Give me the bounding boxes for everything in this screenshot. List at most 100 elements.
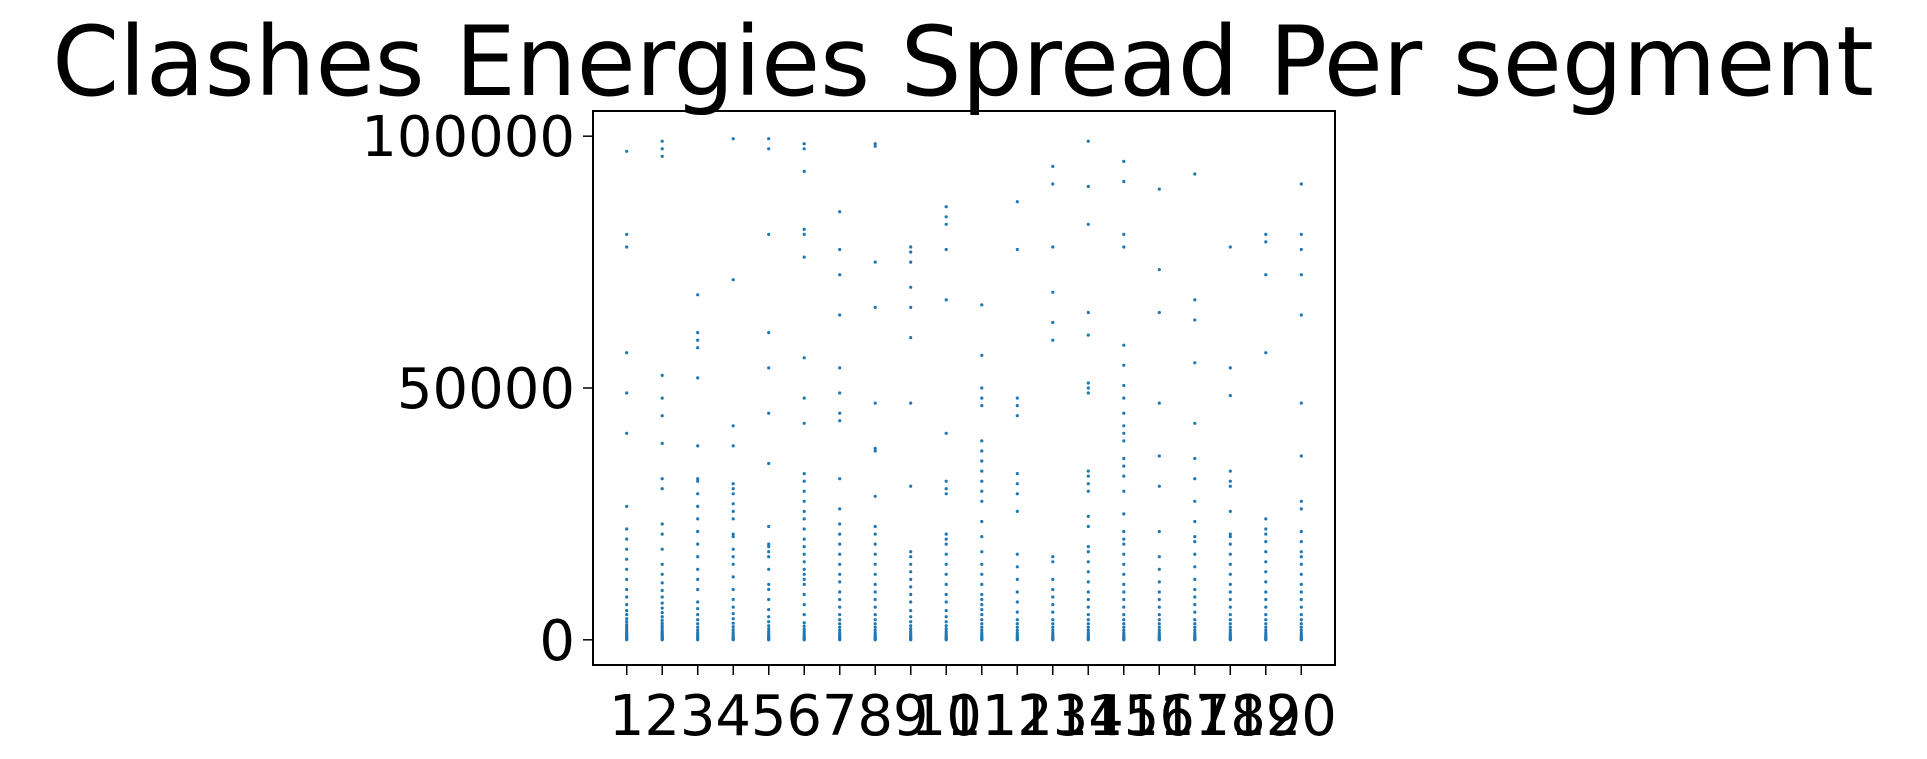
data-point	[1264, 590, 1268, 594]
data-point	[1299, 625, 1303, 629]
data-point	[731, 562, 735, 566]
data-point	[1015, 552, 1019, 556]
data-point	[731, 597, 735, 602]
data-point	[1299, 247, 1303, 252]
data-point	[1015, 622, 1019, 626]
data-point	[660, 611, 664, 615]
data-point	[802, 147, 806, 151]
data-point	[1051, 622, 1055, 626]
data-point	[980, 404, 984, 408]
data-point	[944, 582, 948, 587]
data-point	[1299, 454, 1303, 458]
data-point	[802, 232, 806, 236]
data-point	[1122, 537, 1126, 541]
y-tick-label: 100000	[361, 105, 575, 170]
data-point	[980, 562, 984, 566]
data-point	[1015, 625, 1019, 629]
data-point	[1157, 567, 1161, 571]
data-point	[1086, 333, 1090, 337]
data-point	[1122, 474, 1126, 478]
data-point	[1157, 310, 1161, 315]
data-point	[767, 582, 771, 587]
data-point	[802, 621, 806, 625]
data-point	[1157, 622, 1161, 626]
data-point	[1299, 590, 1303, 594]
data-point	[660, 154, 664, 158]
data-point	[625, 245, 629, 249]
data-point	[625, 595, 629, 599]
data-point	[696, 504, 700, 508]
data-point	[1299, 628, 1303, 632]
data-point	[1015, 247, 1019, 252]
data-point	[767, 567, 771, 571]
data-point	[1086, 625, 1090, 629]
data-point	[660, 606, 664, 610]
data-point	[660, 624, 664, 628]
data-point	[838, 313, 842, 317]
data-point	[1122, 590, 1126, 594]
data-point	[980, 386, 984, 390]
data-point	[625, 617, 629, 621]
data-point	[838, 522, 842, 526]
data-point	[696, 600, 700, 604]
data-point	[660, 581, 664, 585]
x-tick-label: 18	[1195, 684, 1266, 749]
data-point	[1264, 570, 1268, 574]
data-point	[1299, 529, 1303, 534]
data-point	[731, 424, 735, 428]
data-point	[696, 479, 700, 483]
data-point	[873, 260, 877, 264]
data-point	[1086, 550, 1090, 554]
data-point	[767, 550, 771, 554]
data-point	[1299, 550, 1303, 554]
data-point	[1086, 560, 1090, 564]
data-point	[660, 147, 664, 151]
data-point	[944, 487, 948, 491]
data-point	[944, 532, 948, 536]
data-point	[1193, 595, 1197, 599]
data-point	[1193, 298, 1197, 302]
data-point	[1299, 613, 1303, 617]
data-point	[1086, 386, 1090, 390]
data-point	[767, 524, 771, 529]
data-point	[1228, 562, 1232, 566]
x-tick-label: 3	[680, 684, 716, 749]
x-tick-label: 19	[1230, 684, 1301, 749]
data-point	[944, 609, 948, 613]
y-tick-label: 0	[539, 609, 575, 674]
axes: 1 2 3 4 5 6 7 8 91011121314151617181920050000100…	[361, 105, 1337, 749]
data-point	[1122, 529, 1126, 534]
data-point	[1228, 597, 1232, 602]
data-point	[802, 613, 806, 617]
data-point	[1193, 577, 1197, 582]
data-point	[696, 331, 700, 335]
data-point	[1157, 268, 1161, 272]
data-point	[1086, 570, 1090, 574]
data-point	[802, 509, 806, 513]
data-point	[660, 601, 664, 605]
data-points	[625, 137, 1303, 642]
data-point	[1299, 182, 1303, 186]
data-point	[1015, 396, 1019, 400]
data-point	[1193, 552, 1197, 556]
data-point	[1157, 187, 1161, 191]
data-point	[1193, 631, 1197, 635]
data-point	[1086, 474, 1090, 478]
data-point	[696, 628, 700, 632]
data-point	[1299, 597, 1303, 602]
data-point	[873, 524, 877, 529]
data-point	[731, 509, 735, 513]
data-point	[838, 552, 842, 556]
data-point	[731, 137, 735, 141]
data-point	[838, 247, 842, 252]
data-point	[802, 472, 806, 476]
data-point	[1264, 625, 1268, 629]
data-point	[1299, 605, 1303, 609]
data-point	[1122, 542, 1126, 546]
data-point	[660, 139, 664, 143]
data-point	[1157, 529, 1161, 534]
data-point	[625, 504, 629, 508]
data-point	[731, 587, 735, 592]
data-point	[980, 628, 984, 632]
data-point	[696, 622, 700, 626]
